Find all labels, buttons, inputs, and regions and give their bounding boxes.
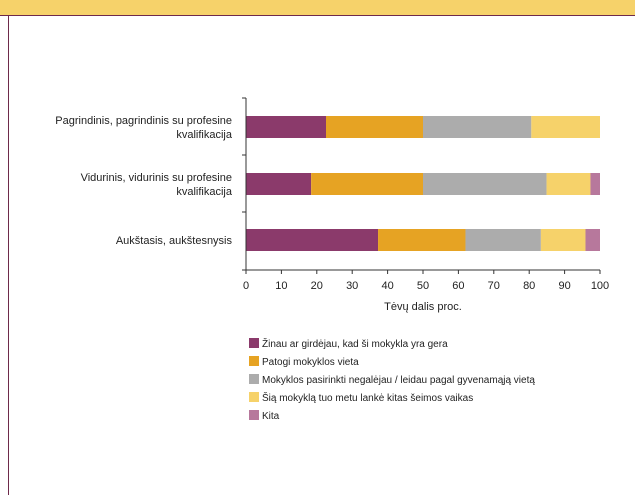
bars-group	[246, 116, 600, 251]
legend-swatch-2	[249, 374, 259, 384]
bar-segment-2-3	[540, 229, 586, 251]
bar-segment-0-1	[326, 116, 423, 138]
x-ticks: 0 10 20 30 40 50 60 70 80 90 100	[243, 270, 609, 292]
bar-segment-1-1	[311, 173, 423, 195]
legend-swatch-0	[249, 338, 259, 348]
x-tick-label-7: 70	[488, 280, 500, 292]
x-tick-label-8: 80	[523, 280, 535, 292]
x-tick-label-6: 60	[452, 280, 464, 292]
legend-label-0: Žinau ar girdėjau, kad ši mokykla yra ge…	[262, 337, 448, 350]
bar-segment-1-3	[546, 173, 591, 195]
top-banner	[0, 0, 635, 16]
bar-segment-0-0	[246, 116, 327, 138]
bar-segment-0-3	[531, 116, 600, 138]
bar-segment-1-4	[590, 173, 600, 195]
category-label-1-0: Vidurinis, vidurinis su profesine	[81, 172, 232, 184]
legend-label-4: Kita	[262, 411, 280, 422]
x-tick-label-2: 20	[311, 280, 323, 292]
x-tick-label-0: 0	[243, 280, 249, 292]
category-label-0-0: Pagrindinis, pagrindinis su profesine	[55, 115, 232, 127]
x-tick-label-10: 100	[591, 280, 609, 292]
legend: Žinau ar girdėjau, kad ši mokykla yra ge…	[249, 337, 535, 422]
bar-segment-2-2	[465, 229, 541, 251]
category-labels: Pagrindinis, pagrindinis su profesine kva…	[55, 115, 233, 247]
category-label-2-0: Aukštasis, aukštesnysis	[116, 235, 233, 247]
bar-segment-0-2	[423, 116, 532, 138]
x-axis-title: Tėvų dalis proc.	[384, 301, 462, 313]
legend-label-2: Mokyklos pasirinkti negalėjau / leidau p…	[262, 375, 535, 386]
bar-segment-2-4	[585, 229, 600, 251]
bar-segment-2-0	[246, 229, 379, 251]
legend-label-3: Šią mokyklą tuo metu lankė kitas šeimos …	[262, 391, 473, 404]
x-tick-label-4: 40	[381, 280, 393, 292]
x-tick-label-5: 50	[417, 280, 429, 292]
bar-segment-1-2	[423, 173, 547, 195]
category-label-0-1: kvalifikacija	[176, 129, 233, 141]
x-tick-label-1: 10	[275, 280, 287, 292]
legend-swatch-4	[249, 410, 259, 420]
legend-swatch-3	[249, 392, 259, 402]
x-tick-label-9: 90	[558, 280, 570, 292]
x-tick-label-3: 30	[346, 280, 358, 292]
legend-label-1: Patogi mokyklos vieta	[262, 357, 359, 368]
bar-segment-2-1	[378, 229, 466, 251]
left-border-line	[8, 15, 9, 495]
bar-segment-1-0	[246, 173, 312, 195]
legend-swatch-1	[249, 356, 259, 366]
category-label-1-1: kvalifikacija	[176, 186, 233, 198]
